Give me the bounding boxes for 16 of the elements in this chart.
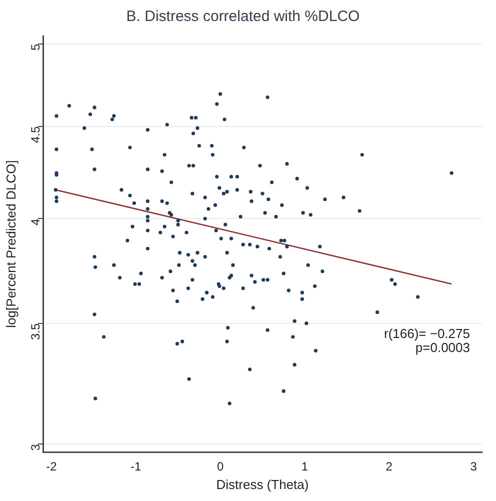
x-tick-label: 2 [386,460,393,474]
y-tick-label: 4.5 [28,126,42,144]
y-axis-title: log[Percent Predicted DLCO] [3,160,18,328]
x-tick-label: -1 [130,460,142,474]
y-tick-label: 3.5 [28,323,42,340]
x-axis-title: Distress (Theta) [216,476,309,492]
y-tick-label: 4 [28,218,42,226]
annotation: p=0.0003 [415,340,470,355]
x-tick-label: 3 [470,460,478,474]
y-tick-label: 3 [28,444,42,451]
chart-title: B. Distress correlated with %DLCO [126,8,360,26]
y-tick-label: 5 [28,43,42,50]
x-tick-label: 1 [301,460,308,474]
x-tick-label: -2 [46,460,58,474]
annotation: r(166)= −0.275 [384,326,470,341]
x-tick-label: 0 [216,460,224,474]
